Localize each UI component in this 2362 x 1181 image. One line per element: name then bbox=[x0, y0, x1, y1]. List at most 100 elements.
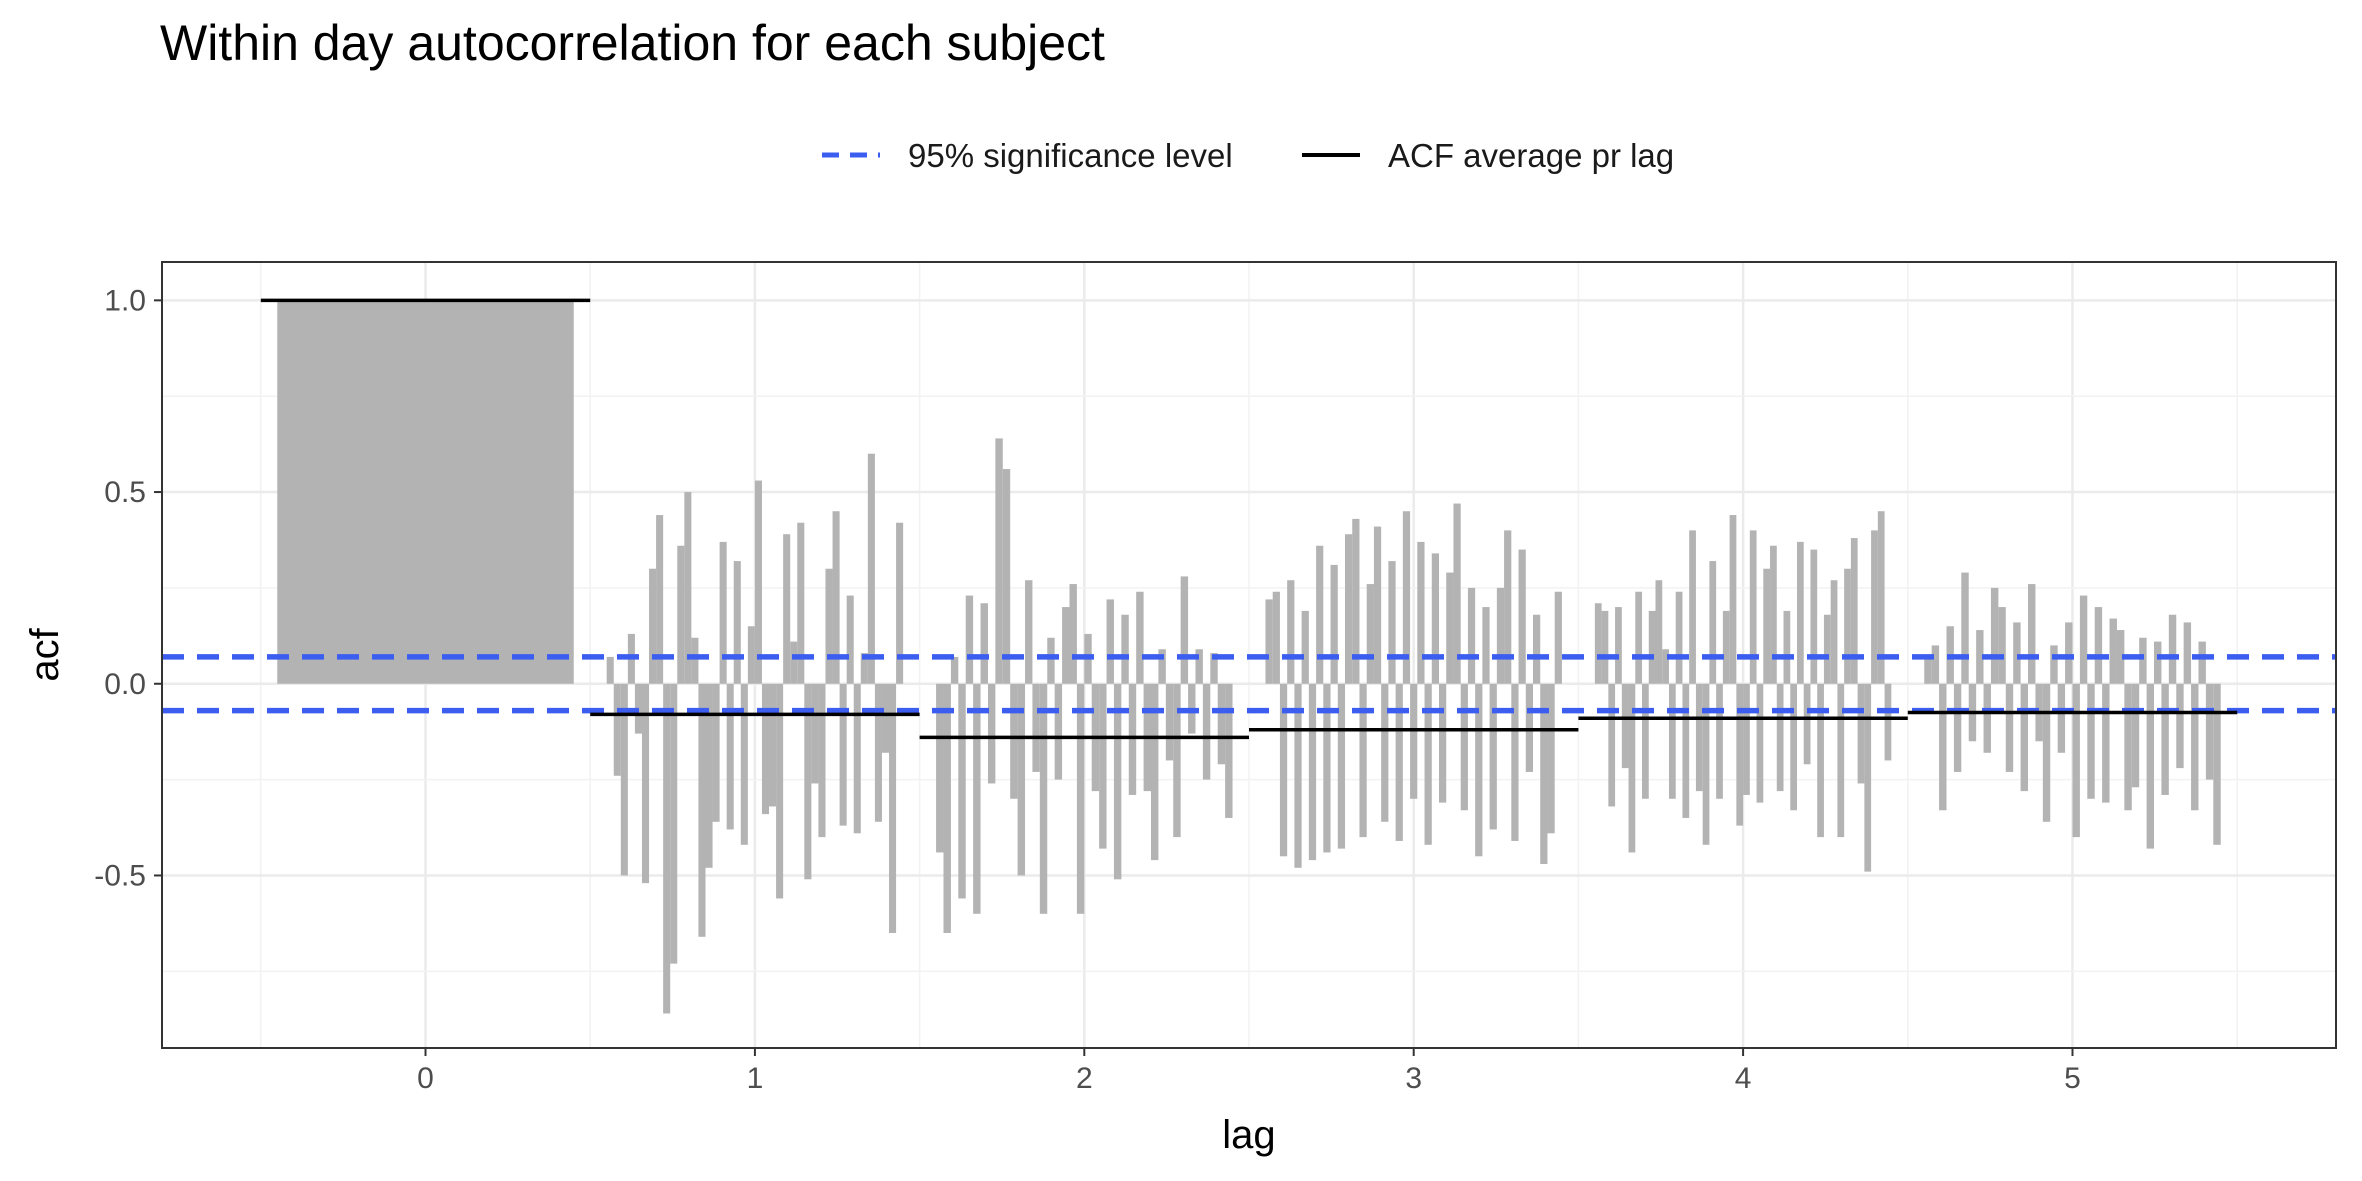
acf-bar bbox=[1770, 545, 1777, 684]
acf-bar bbox=[2072, 683, 2080, 838]
acf-bar bbox=[1796, 541, 1804, 684]
acf-bar bbox=[1961, 572, 1969, 684]
acf-bar bbox=[1871, 530, 1878, 684]
x-tick-label: 2 bbox=[1076, 1062, 1093, 1095]
y-axis: -0.5 0.0 0.5 1.0 bbox=[94, 284, 162, 892]
acf-bar bbox=[1511, 683, 1519, 841]
acf-bar bbox=[2094, 607, 2103, 684]
acf-bar bbox=[2146, 683, 2155, 849]
acf-bar bbox=[965, 595, 974, 684]
acf-bar bbox=[776, 683, 784, 899]
acf-bar bbox=[1308, 683, 1317, 861]
acf-bar bbox=[1287, 580, 1295, 684]
acf-bar bbox=[1884, 683, 1892, 761]
acf-bar bbox=[1931, 645, 1940, 684]
acf-bar bbox=[1294, 683, 1302, 868]
acf-bar bbox=[1817, 683, 1824, 838]
acf-bar bbox=[2139, 637, 2147, 684]
acf-bar bbox=[1202, 683, 1211, 780]
acf-bar bbox=[1976, 630, 1984, 684]
acf-bar bbox=[2050, 645, 2058, 684]
acf-bar bbox=[1467, 587, 1476, 684]
acf-bar bbox=[1431, 553, 1440, 684]
acf-bar bbox=[1864, 683, 1872, 872]
acf-bar bbox=[719, 541, 727, 684]
acf-bar bbox=[1381, 683, 1389, 822]
acf-bar bbox=[620, 683, 628, 876]
acf-bar bbox=[1533, 614, 1541, 684]
acf-bar bbox=[1594, 603, 1602, 684]
acf-bar bbox=[811, 683, 819, 784]
acf-bar bbox=[1749, 530, 1757, 684]
acf-bar bbox=[2191, 683, 2199, 811]
acf-bar bbox=[1722, 610, 1730, 684]
acf-bar bbox=[995, 438, 1003, 684]
acf-bar bbox=[1662, 649, 1669, 684]
acf-bar bbox=[936, 683, 944, 853]
acf-bar bbox=[1345, 534, 1353, 684]
acf-bar bbox=[846, 595, 854, 684]
x-tick-label: 4 bbox=[1735, 1062, 1752, 1095]
acf-bar bbox=[2057, 683, 2066, 753]
acf-bar bbox=[1062, 607, 1070, 684]
acf-bars bbox=[277, 300, 2221, 1014]
acf-bar bbox=[1729, 515, 1737, 684]
acf-bar bbox=[973, 683, 981, 914]
acf-bar bbox=[804, 683, 812, 880]
acf-bar bbox=[2176, 683, 2184, 769]
acf-bar bbox=[867, 453, 875, 684]
acf-bar bbox=[1823, 614, 1831, 684]
y-axis-title: acf bbox=[23, 627, 67, 681]
acf-bar bbox=[853, 683, 861, 834]
acf-bar bbox=[1010, 683, 1018, 799]
acf-bar bbox=[797, 522, 805, 684]
acf-bar bbox=[1388, 561, 1396, 684]
acf-bar bbox=[1844, 568, 1851, 684]
acf-bar bbox=[1165, 683, 1174, 761]
x-tick-label: 3 bbox=[1405, 1062, 1422, 1095]
acf-bar bbox=[783, 534, 791, 684]
acf-bar bbox=[1475, 683, 1483, 857]
acf-bar bbox=[1810, 549, 1818, 684]
acf-bar bbox=[839, 683, 847, 826]
acf-bar bbox=[1803, 683, 1811, 765]
acf-bar bbox=[1069, 584, 1077, 684]
acf-bar bbox=[1039, 683, 1048, 914]
acf-bar bbox=[1518, 549, 1526, 684]
acf-bar bbox=[2154, 641, 2162, 684]
acf-bar bbox=[1615, 607, 1622, 684]
y-tick-label: 0.5 bbox=[104, 476, 146, 509]
acf-bar bbox=[712, 683, 720, 822]
acf-bar bbox=[1424, 683, 1432, 845]
acf-bar bbox=[881, 683, 890, 753]
acf-bar bbox=[1702, 683, 1710, 845]
acf-bar bbox=[2087, 683, 2095, 799]
acf-bar bbox=[1439, 683, 1447, 803]
acf-average-lines bbox=[260, 298, 2238, 740]
acf-bar bbox=[733, 561, 741, 684]
acf-bar bbox=[2124, 683, 2132, 811]
acf-bar bbox=[2065, 622, 2073, 684]
acf-bar bbox=[726, 683, 734, 830]
y-tick-label: 1.0 bbox=[104, 284, 146, 317]
acf-bar bbox=[1496, 587, 1505, 684]
acf-bar bbox=[2213, 683, 2221, 845]
acf-bar bbox=[1017, 683, 1026, 876]
acf-bar bbox=[1689, 530, 1696, 684]
acf-bar bbox=[754, 480, 762, 684]
acf-bar bbox=[1850, 538, 1858, 684]
acf-bar bbox=[677, 545, 685, 684]
acf-bar bbox=[1180, 576, 1189, 684]
acf-bar bbox=[1743, 683, 1750, 795]
acf-bar bbox=[1195, 649, 1203, 684]
legend: 95% significance level ACF average pr la… bbox=[822, 137, 1674, 174]
acf-bar bbox=[691, 637, 699, 684]
acf-bar bbox=[1857, 683, 1865, 784]
acf-bar bbox=[606, 656, 614, 684]
acf-bar bbox=[1032, 683, 1040, 772]
acf-bar bbox=[1998, 607, 2006, 684]
acf-bar bbox=[613, 683, 621, 776]
acf-bar bbox=[1540, 683, 1548, 864]
acf-bar bbox=[1002, 469, 1011, 684]
